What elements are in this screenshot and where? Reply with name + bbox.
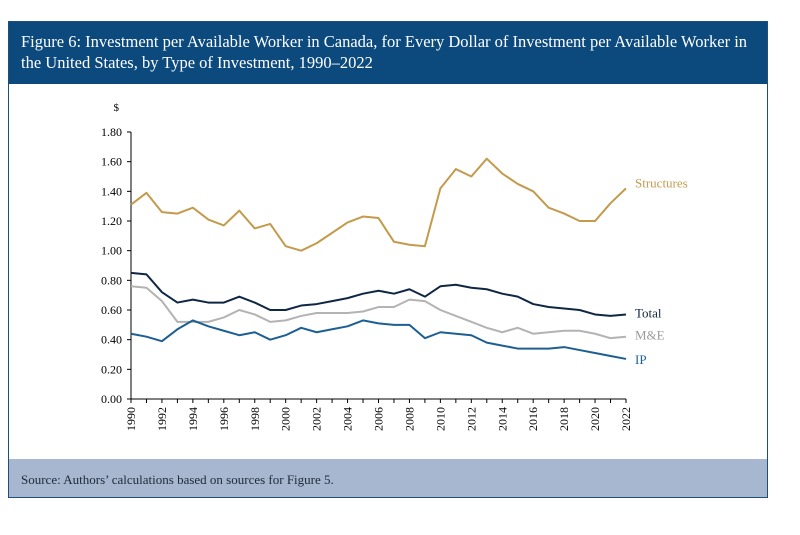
x-tick-label: 1990 xyxy=(124,407,138,431)
x-tick-label: 2002 xyxy=(310,407,324,431)
series-line-total xyxy=(130,271,627,317)
x-tick-label: 1998 xyxy=(248,407,262,431)
x-tick-label: 2016 xyxy=(526,407,540,431)
y-tick-label: 1.00 xyxy=(101,244,122,258)
y-tick-label: 1.40 xyxy=(101,184,122,198)
x-tick-label: 2008 xyxy=(402,407,416,431)
series-label-structures: Structures xyxy=(635,175,688,190)
x-tick-label: 1992 xyxy=(155,407,169,431)
figure-frame: Figure 6: Investment per Available Worke… xyxy=(8,21,768,498)
series-line-m-e xyxy=(130,285,627,340)
series-line-structures xyxy=(130,157,627,252)
x-tick-label: 2006 xyxy=(372,407,386,431)
x-tick-label: 2010 xyxy=(433,407,447,431)
y-tick-label: 0.80 xyxy=(101,273,122,287)
y-tick-label: 0.40 xyxy=(101,333,122,347)
y-axis-label: $ xyxy=(114,102,120,114)
series-line-ip xyxy=(130,319,627,360)
x-tick-label: 2018 xyxy=(557,407,571,431)
x-tick-label: 2020 xyxy=(588,407,602,431)
series-label-m-e: M&E xyxy=(635,328,665,343)
series-label-total: Total xyxy=(635,305,662,320)
x-tick-label: 2004 xyxy=(341,407,355,431)
x-tick-label: 2022 xyxy=(619,407,633,431)
chart-area: $0.00 0.20 0.40 0.60 0.80 1.00 1.20 1.40 1.60 1.8… xyxy=(9,84,767,459)
source-note: Source: Authors’ calculations based on s… xyxy=(9,459,767,497)
series-label-ip: IP xyxy=(635,352,647,367)
x-tick-label: 2012 xyxy=(464,407,478,431)
y-tick-label: 1.60 xyxy=(101,155,122,169)
y-tick-label: 0.20 xyxy=(101,362,122,376)
x-tick-label: 1996 xyxy=(217,407,231,431)
y-tick-label: 0.60 xyxy=(101,303,122,317)
y-tick-label: 1.20 xyxy=(101,214,122,228)
y-tick-label: 1.80 xyxy=(101,125,122,139)
figure-title: Figure 6: Investment per Available Worke… xyxy=(9,22,767,84)
line-chart: $0.00 0.20 0.40 0.60 0.80 1.00 1.20 1.40 1.60 1.8… xyxy=(101,102,688,431)
x-tick-label: 2014 xyxy=(495,407,509,431)
y-tick-label: 0.00 xyxy=(101,392,122,406)
x-tick-label: 2000 xyxy=(279,407,293,431)
x-tick-label: 1994 xyxy=(186,407,200,431)
